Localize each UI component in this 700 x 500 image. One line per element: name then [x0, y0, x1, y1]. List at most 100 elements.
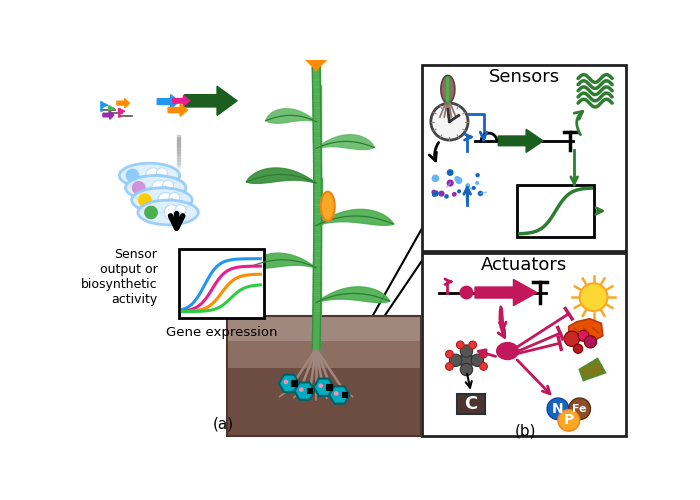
Polygon shape	[279, 374, 299, 392]
Circle shape	[469, 341, 477, 349]
Circle shape	[430, 103, 468, 140]
Circle shape	[432, 193, 436, 197]
Polygon shape	[447, 76, 449, 103]
Bar	[227, 316, 421, 436]
Bar	[422, 252, 626, 436]
Circle shape	[471, 354, 484, 366]
Circle shape	[449, 354, 462, 366]
Circle shape	[580, 284, 608, 311]
Circle shape	[139, 194, 151, 206]
Ellipse shape	[321, 192, 335, 221]
Text: Sensors: Sensors	[489, 68, 560, 86]
Circle shape	[466, 184, 470, 188]
Polygon shape	[158, 94, 179, 108]
Bar	[422, 64, 626, 251]
Circle shape	[438, 190, 444, 196]
Circle shape	[160, 186, 169, 196]
Circle shape	[173, 211, 182, 220]
Circle shape	[162, 180, 174, 191]
Polygon shape	[314, 378, 334, 396]
Polygon shape	[251, 253, 316, 268]
Circle shape	[547, 398, 569, 419]
Circle shape	[466, 184, 470, 188]
Circle shape	[164, 205, 180, 220]
Text: P: P	[564, 414, 574, 428]
Circle shape	[167, 198, 176, 208]
Ellipse shape	[119, 163, 180, 188]
Text: N: N	[552, 402, 564, 416]
Circle shape	[318, 384, 323, 388]
Circle shape	[154, 174, 164, 183]
Polygon shape	[295, 382, 314, 400]
Circle shape	[457, 190, 461, 194]
Polygon shape	[316, 287, 390, 302]
Text: (b): (b)	[514, 424, 536, 439]
Polygon shape	[569, 318, 603, 342]
Bar	[517, 184, 594, 237]
Circle shape	[454, 176, 460, 181]
Circle shape	[480, 362, 487, 370]
Bar	[179, 248, 264, 318]
Ellipse shape	[125, 176, 186, 200]
Bar	[291, 380, 297, 386]
Circle shape	[578, 330, 589, 341]
Polygon shape	[118, 108, 125, 114]
Circle shape	[444, 194, 449, 198]
Circle shape	[175, 205, 186, 216]
Text: Fe: Fe	[573, 404, 587, 414]
Circle shape	[461, 345, 473, 357]
Circle shape	[432, 174, 439, 182]
Polygon shape	[102, 102, 108, 108]
Circle shape	[158, 192, 174, 208]
Circle shape	[447, 180, 454, 186]
Polygon shape	[184, 86, 237, 116]
Ellipse shape	[497, 342, 519, 359]
Polygon shape	[329, 386, 349, 404]
Circle shape	[584, 336, 596, 348]
Circle shape	[284, 380, 288, 384]
Circle shape	[461, 364, 473, 376]
Circle shape	[558, 410, 580, 431]
Circle shape	[446, 350, 454, 358]
Ellipse shape	[138, 200, 198, 225]
Bar	[227, 316, 421, 436]
Polygon shape	[498, 130, 543, 152]
Polygon shape	[109, 106, 115, 111]
Circle shape	[157, 168, 167, 178]
Circle shape	[447, 169, 454, 176]
Polygon shape	[441, 76, 455, 103]
Circle shape	[461, 354, 473, 366]
Polygon shape	[103, 111, 114, 120]
Circle shape	[334, 391, 339, 396]
Circle shape	[126, 170, 139, 181]
Circle shape	[475, 181, 480, 185]
Text: (a): (a)	[213, 416, 234, 431]
Circle shape	[477, 190, 483, 196]
Polygon shape	[173, 96, 190, 106]
Circle shape	[475, 173, 480, 178]
Polygon shape	[246, 168, 316, 184]
Bar	[227, 316, 421, 341]
Text: Actuators: Actuators	[481, 256, 567, 274]
Bar	[326, 384, 332, 390]
Circle shape	[456, 341, 464, 349]
Bar	[227, 316, 421, 368]
Bar	[307, 388, 312, 394]
Polygon shape	[475, 280, 537, 305]
Circle shape	[299, 387, 304, 392]
Bar	[342, 392, 347, 398]
Circle shape	[132, 182, 145, 194]
Polygon shape	[117, 98, 130, 108]
Ellipse shape	[132, 188, 192, 212]
Bar	[457, 394, 485, 414]
Polygon shape	[447, 77, 449, 102]
Polygon shape	[168, 104, 188, 116]
Polygon shape	[266, 108, 316, 123]
Circle shape	[459, 286, 473, 300]
Circle shape	[564, 331, 580, 346]
Circle shape	[455, 177, 463, 184]
Circle shape	[452, 192, 456, 196]
Polygon shape	[580, 359, 606, 380]
Circle shape	[433, 190, 439, 196]
Circle shape	[146, 168, 161, 183]
